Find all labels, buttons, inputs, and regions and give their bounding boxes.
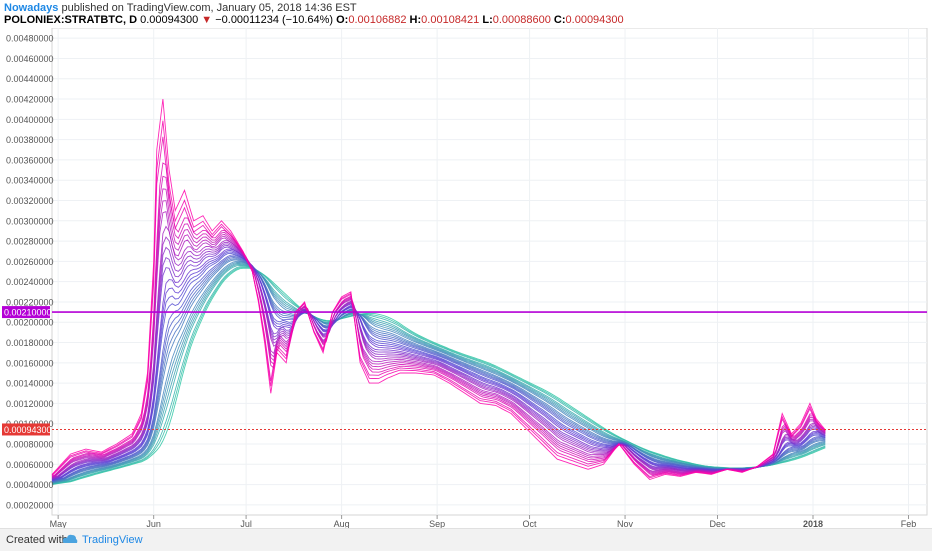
y-tick-label: 0.00260000 [6, 257, 54, 267]
y-tick-label: 0.00120000 [6, 399, 54, 409]
low-value: 0.00088600 [492, 14, 551, 26]
open-label: O: [336, 14, 349, 26]
x-tick-label: Sep [429, 519, 445, 528]
horizontal-line-label: 0.00210000 [4, 308, 52, 318]
y-tick-label: 0.00200000 [6, 318, 54, 328]
ribbon-line [51, 260, 826, 484]
x-tick-label: 2018 [803, 519, 823, 528]
open-value: 0.00106882 [348, 14, 407, 26]
y-tick-label: 0.00180000 [6, 338, 54, 348]
grid-lines [52, 28, 927, 515]
high-value: 0.00108421 [421, 14, 480, 26]
horizontal-line-label-box [2, 306, 50, 319]
y-axis: 0.00480000 0.00460000 0.00440000 0.00420000… [6, 34, 54, 511]
y-tick-label: 0.00400000 [6, 115, 54, 125]
footer-bar: Created with TradingView [0, 528, 932, 551]
x-tick-label: Jun [146, 519, 161, 528]
x-tick-label: Dec [709, 519, 726, 528]
ribbon-line [51, 98, 826, 481]
publish-line: Nowadays published on TradingView.com, J… [4, 2, 357, 14]
symbol-name: POLONIEX:STRATBTC, D [4, 14, 138, 26]
price-labels: 0.00210000 0.00094300 [2, 306, 52, 436]
created-with-text: Created with [6, 534, 68, 546]
last-price-label-box [2, 423, 50, 436]
y-tick-label: 0.00380000 [6, 135, 54, 145]
y-tick-label: 0.00460000 [6, 54, 54, 64]
y-tick-label: 0.00020000 [6, 500, 54, 510]
x-tick-label: May [50, 519, 68, 528]
x-tick-label: Oct [523, 519, 538, 528]
y-tick-label: 0.00060000 [6, 460, 54, 470]
y-tick-label: 0.00300000 [6, 216, 54, 226]
moving-average-ribbon [51, 98, 826, 486]
high-label: H: [409, 14, 422, 26]
chart-header: Nowadays published on TradingView.com, J… [0, 0, 932, 28]
price-chart[interactable]: 0.00480000 0.00460000 0.00440000 0.00420000… [0, 28, 932, 528]
last-price: 0.00094300 [140, 14, 199, 26]
low-label: L: [482, 14, 493, 26]
x-tick-label: Feb [901, 519, 917, 528]
tradingview-cloud-icon [62, 534, 78, 543]
y-tick-label: 0.00240000 [6, 277, 54, 287]
y-tick-label: 0.00040000 [6, 480, 54, 490]
y-tick-label: 0.00140000 [6, 379, 54, 389]
x-tick-label: Aug [334, 519, 350, 528]
y-tick-label: 0.00160000 [6, 358, 54, 368]
y-tick-label: 0.00360000 [6, 155, 54, 165]
author-link[interactable]: Nowadays [4, 2, 59, 14]
x-axis: May Jun Jul Aug Sep Oct Nov Dec 2018 Feb [50, 515, 917, 528]
symbol-line: POLONIEX:STRATBTC, D 0.00094300 ▼ −0.000… [4, 14, 624, 26]
y-tick-label: 0.00340000 [6, 176, 54, 186]
published-text: published on TradingView.com, January 05… [61, 2, 357, 14]
y-tick-label: 0.00480000 [6, 34, 54, 44]
y-tick-label: 0.00220000 [6, 297, 54, 307]
y-tick-label: 0.00080000 [6, 439, 54, 449]
horizontal-lines [52, 311, 927, 430]
tradingview-brand-link[interactable]: TradingView [82, 534, 143, 546]
price-change: −0.00011234 (−10.64%) [215, 14, 334, 26]
close-value: 0.00094300 [565, 14, 624, 26]
y-tick-label: 0.00320000 [6, 196, 54, 206]
x-tick-label: Jul [240, 519, 252, 528]
ribbon-line [51, 266, 826, 485]
y-tick-label: 0.00280000 [6, 237, 54, 247]
last-price-label: 0.00094300 [4, 425, 52, 435]
y-tick-label: 0.00420000 [6, 95, 54, 105]
down-arrow-icon: ▼ [201, 14, 213, 26]
close-label: C: [553, 14, 566, 26]
y-tick-label: 0.00440000 [6, 74, 54, 84]
x-tick-label: Nov [617, 519, 634, 528]
